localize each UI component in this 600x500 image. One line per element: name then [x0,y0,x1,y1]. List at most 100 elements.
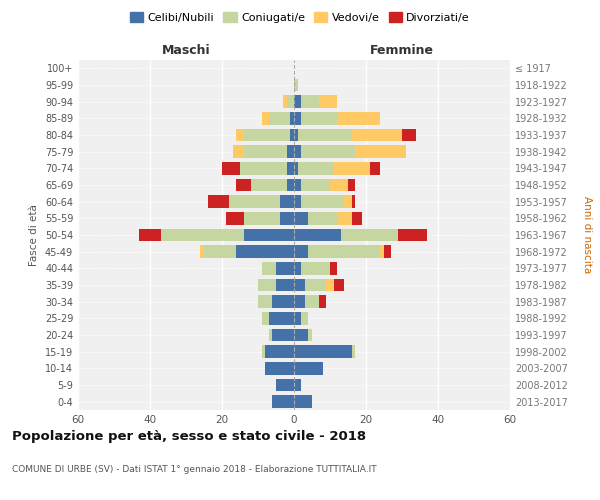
Bar [301,96,319,108]
Bar [355,146,406,158]
Bar [294,112,301,124]
Bar [262,262,276,274]
Bar [233,146,244,158]
Text: Femmine: Femmine [370,44,434,57]
Bar [236,129,244,141]
Bar [280,196,294,208]
Bar [294,329,308,341]
Bar [262,112,269,124]
Bar [236,179,251,192]
Bar [226,212,244,224]
Text: COMUNE DI URBE (SV) - Dati ISTAT 1° gennaio 2018 - Elaborazione TUTTITALIA.IT: COMUNE DI URBE (SV) - Dati ISTAT 1° genn… [12,465,377,474]
Bar [370,162,380,174]
Text: Popolazione per età, sesso e stato civile - 2018: Popolazione per età, sesso e stato civil… [12,430,366,443]
Bar [384,246,391,258]
Bar [344,196,352,208]
Bar [262,346,265,358]
Bar [352,346,355,358]
Bar [269,312,294,324]
Bar [294,146,301,158]
Bar [380,246,384,258]
Bar [269,329,272,341]
Bar [290,112,294,124]
Legend: Celibi/Nubili, Coniugati/e, Vedovi/e, Divorziati/e: Celibi/Nubili, Coniugati/e, Vedovi/e, Di… [125,8,475,28]
Bar [352,129,402,141]
Text: Maschi: Maschi [161,44,211,57]
Bar [330,179,348,192]
Bar [294,362,323,374]
Bar [161,229,244,241]
Bar [294,312,301,324]
Bar [294,96,301,108]
Bar [287,96,294,108]
Bar [319,296,326,308]
Bar [294,396,312,408]
Bar [244,229,294,241]
Bar [262,312,269,324]
Bar [294,379,301,391]
Bar [308,212,337,224]
Bar [294,212,308,224]
Bar [276,262,294,274]
Bar [319,96,337,108]
Bar [294,179,301,192]
Bar [352,212,362,224]
Bar [301,196,344,208]
Bar [305,296,319,308]
Bar [294,229,341,241]
Bar [330,262,337,274]
Bar [222,162,240,174]
Bar [301,312,308,324]
Bar [294,196,301,208]
Bar [258,279,276,291]
Bar [244,129,290,141]
Bar [294,79,298,92]
Bar [326,279,334,291]
Bar [294,246,308,258]
Bar [301,112,337,124]
Bar [308,329,312,341]
Bar [139,229,161,241]
Bar [334,162,370,174]
Bar [294,279,305,291]
Bar [272,329,294,341]
Bar [287,179,294,192]
Bar [348,179,355,192]
Bar [337,112,380,124]
Bar [334,279,344,291]
Bar [305,279,326,291]
Bar [272,296,294,308]
Bar [337,212,352,224]
Bar [294,296,305,308]
Bar [280,212,294,224]
Bar [276,379,294,391]
Bar [208,196,229,208]
Bar [308,246,380,258]
Bar [301,262,330,274]
Bar [204,246,236,258]
Bar [298,162,334,174]
Bar [251,179,287,192]
Bar [276,279,294,291]
Bar [240,162,287,174]
Bar [283,96,287,108]
Y-axis label: Anni di nascita: Anni di nascita [581,196,592,274]
Bar [265,346,294,358]
Bar [298,129,352,141]
Bar [301,146,355,158]
Bar [287,146,294,158]
Bar [269,112,290,124]
Bar [352,196,355,208]
Y-axis label: Fasce di età: Fasce di età [29,204,39,266]
Bar [294,162,298,174]
Bar [229,196,280,208]
Bar [398,229,427,241]
Bar [244,212,280,224]
Bar [265,362,294,374]
Bar [287,162,294,174]
Bar [272,396,294,408]
Bar [290,129,294,141]
Bar [294,129,298,141]
Bar [301,179,330,192]
Bar [200,246,204,258]
